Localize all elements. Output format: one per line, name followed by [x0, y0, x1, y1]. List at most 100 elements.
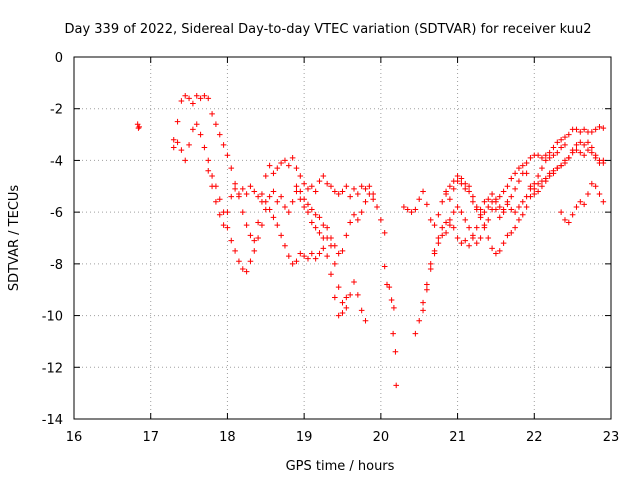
- data-point: [416, 317, 423, 324]
- data-point: [542, 178, 549, 184]
- data-point: [228, 165, 235, 171]
- data-point: [527, 186, 534, 192]
- data-point: [347, 193, 353, 200]
- data-point: [496, 214, 503, 221]
- data-point: [542, 157, 549, 164]
- data-point: [596, 160, 603, 166]
- data-point: [309, 183, 315, 190]
- data-point: [224, 209, 231, 215]
- data-point: [435, 240, 442, 246]
- data-point: [251, 248, 258, 254]
- data-point: [362, 317, 369, 324]
- data-point: [420, 307, 426, 314]
- data-point: [209, 173, 215, 179]
- data-point: [278, 160, 284, 166]
- data-point: [477, 211, 484, 218]
- data-point: [366, 183, 373, 190]
- data-point: [297, 188, 304, 195]
- data-point: [259, 191, 265, 197]
- data-point: [546, 155, 553, 161]
- data-point: [519, 199, 526, 205]
- data-point: [328, 183, 334, 190]
- data-point: [443, 188, 449, 195]
- data-point: [585, 139, 591, 146]
- data-point: [220, 142, 227, 148]
- data-point: [374, 204, 380, 210]
- data-point: [309, 206, 315, 213]
- data-point: [473, 240, 480, 246]
- data-point: [512, 209, 518, 215]
- data-point: [266, 193, 273, 200]
- x-axis-label: GPS time / hours: [286, 459, 395, 474]
- data-point: [286, 162, 292, 169]
- data-point: [500, 209, 507, 215]
- data-point: [197, 95, 204, 102]
- data-point: [197, 131, 204, 138]
- data-point: [347, 292, 353, 298]
- data-point: [546, 173, 553, 179]
- data-point: [431, 222, 438, 228]
- data-point: [239, 266, 246, 272]
- data-point: [523, 204, 530, 210]
- data-point: [554, 149, 561, 156]
- data-point: [454, 204, 461, 210]
- data-point: [328, 235, 334, 241]
- data-point: [320, 245, 327, 252]
- data-point: [332, 188, 338, 195]
- data-point: [577, 149, 584, 156]
- data-point: [508, 193, 515, 200]
- data-point: [343, 232, 350, 239]
- data-point: [362, 199, 369, 205]
- series-trace-b: [170, 121, 369, 324]
- data-point: [554, 139, 561, 146]
- data-point: [170, 136, 177, 143]
- data-point: [251, 237, 258, 244]
- data-point: [600, 199, 607, 205]
- series-trace-i: [558, 180, 607, 226]
- data-point: [332, 261, 338, 267]
- data-point: [305, 186, 311, 192]
- data-point: [539, 155, 545, 161]
- data-point: [500, 240, 507, 246]
- data-point: [170, 144, 177, 151]
- data-point: [516, 204, 522, 210]
- data-point: [535, 188, 541, 195]
- data-point: [301, 196, 307, 203]
- series-trace-h: [443, 142, 568, 221]
- y-tick-label: -6: [50, 206, 63, 221]
- data-point: [220, 222, 227, 228]
- data-point: [493, 206, 499, 213]
- data-point: [550, 144, 557, 151]
- data-point: [270, 188, 277, 195]
- data-point: [466, 224, 472, 231]
- data-point: [496, 193, 503, 200]
- data-point: [466, 188, 472, 195]
- data-point: [358, 183, 365, 190]
- data-point: [255, 235, 261, 241]
- data-point: [508, 175, 515, 182]
- data-point: [266, 206, 273, 213]
- y-tick-label: -8: [50, 258, 63, 273]
- data-point: [255, 193, 261, 200]
- data-point: [282, 242, 288, 249]
- x-tick-label: 18: [219, 430, 236, 445]
- data-point: [589, 180, 595, 187]
- ticks: 16 17 18 19 20 21 22 23 0 -2 -4 -6 -8 -10 -12 -14: [42, 51, 620, 445]
- data-point: [378, 217, 384, 223]
- data-point: [312, 224, 319, 231]
- data-point: [566, 155, 572, 161]
- data-point: [454, 173, 461, 179]
- series-trace-d: [293, 183, 388, 257]
- data-point: [386, 284, 393, 290]
- data-point: [355, 292, 361, 298]
- data-point: [508, 206, 515, 213]
- data-point: [477, 235, 484, 241]
- data-point: [309, 250, 315, 257]
- x-tick-label: 21: [449, 430, 466, 445]
- data-point: [213, 121, 219, 128]
- data-points: [134, 92, 607, 389]
- y-tick-label: 0: [55, 51, 63, 66]
- data-point: [577, 199, 584, 205]
- data-point: [531, 180, 538, 187]
- data-point: [297, 173, 304, 179]
